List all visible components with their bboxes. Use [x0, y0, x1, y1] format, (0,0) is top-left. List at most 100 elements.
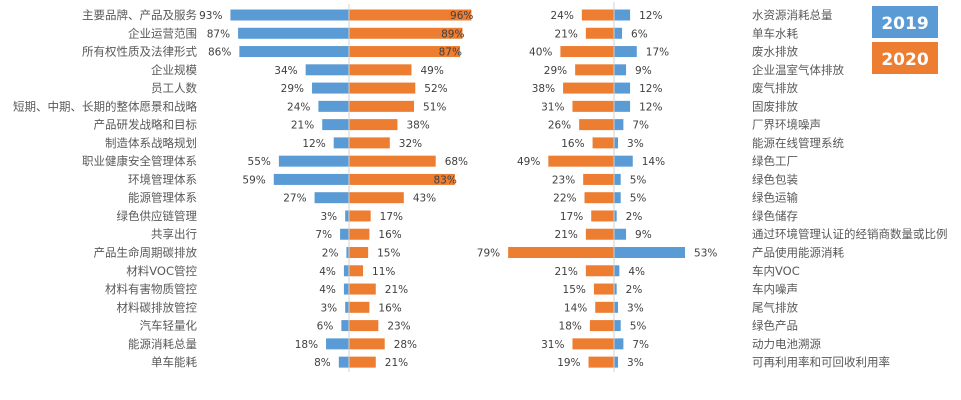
data-label-2020: 49% — [420, 65, 443, 77]
data-label-2019: 27% — [283, 193, 306, 205]
category-label: 职业健康安全管理体系 — [82, 154, 197, 168]
data-label-2019: 87% — [207, 28, 230, 40]
category-label: 绿色包装 — [752, 172, 798, 186]
bar-2019 — [614, 228, 627, 240]
bar-2020 — [349, 247, 369, 259]
bar-2019 — [614, 210, 617, 222]
data-label-2020: 52% — [424, 83, 447, 95]
data-label-2020: 17% — [560, 211, 583, 223]
bar-2020 — [349, 137, 390, 149]
data-label-2020: 16% — [378, 229, 401, 241]
data-label-2019: 3% — [627, 357, 644, 369]
data-label-2019: 17% — [646, 47, 669, 59]
data-label-2020: 23% — [387, 321, 410, 333]
data-label-2019: 55% — [248, 156, 271, 168]
bar-2020 — [349, 119, 398, 131]
bar-2019 — [614, 247, 686, 259]
bar-2019 — [333, 137, 349, 149]
bar-2019 — [305, 64, 349, 76]
bar-2019 — [322, 119, 349, 131]
bar-2019 — [614, 119, 624, 131]
category-label: 车内噪声 — [752, 282, 798, 296]
data-label-2019: 12% — [639, 10, 662, 22]
bar-2020 — [349, 301, 370, 313]
data-label-2019: 4% — [319, 284, 336, 296]
data-label-2020: 15% — [377, 248, 400, 260]
data-label-2020: 49% — [517, 156, 540, 168]
category-label: 产品生命周期碳排放 — [94, 246, 198, 260]
data-label-2019: 4% — [628, 266, 645, 278]
data-label-2020: 24% — [550, 10, 573, 22]
data-label-2020: 21% — [555, 266, 578, 278]
category-label: 废水排放 — [752, 45, 798, 59]
data-label-2020: 19% — [557, 357, 580, 369]
bar-2020 — [349, 82, 416, 94]
category-label: 能源在线管理系统 — [752, 136, 844, 150]
bar-2020 — [584, 192, 614, 204]
data-label-2019: 3% — [627, 138, 644, 150]
data-label-2019: 86% — [208, 47, 231, 59]
category-label: 员工人数 — [151, 81, 197, 95]
bar-2019 — [614, 82, 631, 94]
category-label: 制造体系战略规划 — [105, 136, 197, 150]
bar-2020 — [349, 46, 460, 58]
data-label-2020: 68% — [445, 156, 468, 168]
category-label: 尾气排放 — [752, 300, 798, 314]
bar-2020 — [548, 155, 614, 167]
bar-2020 — [349, 155, 436, 167]
data-label-2020: 21% — [555, 28, 578, 40]
category-label: 绿色储存 — [752, 209, 798, 223]
bar-2020 — [349, 64, 412, 76]
bar-2019 — [614, 46, 637, 58]
data-label-2020: 21% — [555, 229, 578, 241]
data-label-2019: 2% — [322, 248, 339, 260]
data-label-2019: 24% — [287, 101, 310, 113]
category-label: 可再利用率和可回收利用率 — [752, 355, 890, 369]
bar-2020 — [572, 100, 614, 112]
data-label-2019: 59% — [242, 174, 265, 186]
data-label-2019: 93% — [199, 10, 222, 22]
category-label: 共享出行 — [151, 227, 197, 241]
bar-2019 — [314, 192, 349, 204]
category-label: 材料碳排放管控 — [117, 300, 198, 314]
data-label-2020: 21% — [385, 284, 408, 296]
bar-2019 — [614, 338, 624, 350]
bar-2020 — [349, 192, 404, 204]
category-label: 短期、中期、长期的整体愿景和战略 — [13, 99, 197, 113]
bar-2019 — [343, 283, 349, 295]
category-label: 绿色工厂 — [752, 154, 798, 168]
bar-2020 — [572, 338, 614, 350]
data-label-2020: 26% — [548, 120, 571, 132]
bar-2020 — [349, 228, 370, 240]
bar-2019 — [340, 228, 349, 240]
bar-2019 — [312, 82, 349, 94]
bar-2019 — [326, 338, 349, 350]
data-label-2019: 9% — [635, 229, 652, 241]
data-label-2020: 14% — [564, 302, 587, 314]
data-label-2019: 14% — [642, 156, 665, 168]
bar-2020 — [575, 64, 614, 76]
category-label: 单车能耗 — [151, 355, 197, 369]
data-label-2020: 83% — [433, 174, 456, 186]
bar-2019 — [614, 100, 631, 112]
bar-2019 — [278, 155, 349, 167]
bar-2020 — [585, 265, 614, 277]
data-label-2020: 31% — [541, 339, 564, 351]
legend-2020-label: 2020 — [881, 50, 928, 70]
data-label-2019: 7% — [632, 120, 649, 132]
data-label-2019: 21% — [291, 120, 314, 132]
data-label-2020: 18% — [559, 321, 582, 333]
data-label-2019: 8% — [314, 357, 331, 369]
data-label-2020: 96% — [450, 10, 473, 22]
data-label-2019: 6% — [631, 28, 648, 40]
category-label: 汽车轻量化 — [140, 319, 198, 333]
category-label: 产品研发战略和目标 — [94, 118, 198, 132]
data-label-2019: 7% — [315, 229, 332, 241]
bar-2020 — [349, 100, 415, 112]
bar-2019 — [338, 356, 349, 368]
bar-2020 — [581, 9, 614, 21]
data-label-2020: 15% — [563, 284, 586, 296]
data-label-2020: 16% — [378, 302, 401, 314]
category-label: 环境管理体系 — [128, 172, 197, 186]
bar-2020 — [349, 320, 379, 332]
